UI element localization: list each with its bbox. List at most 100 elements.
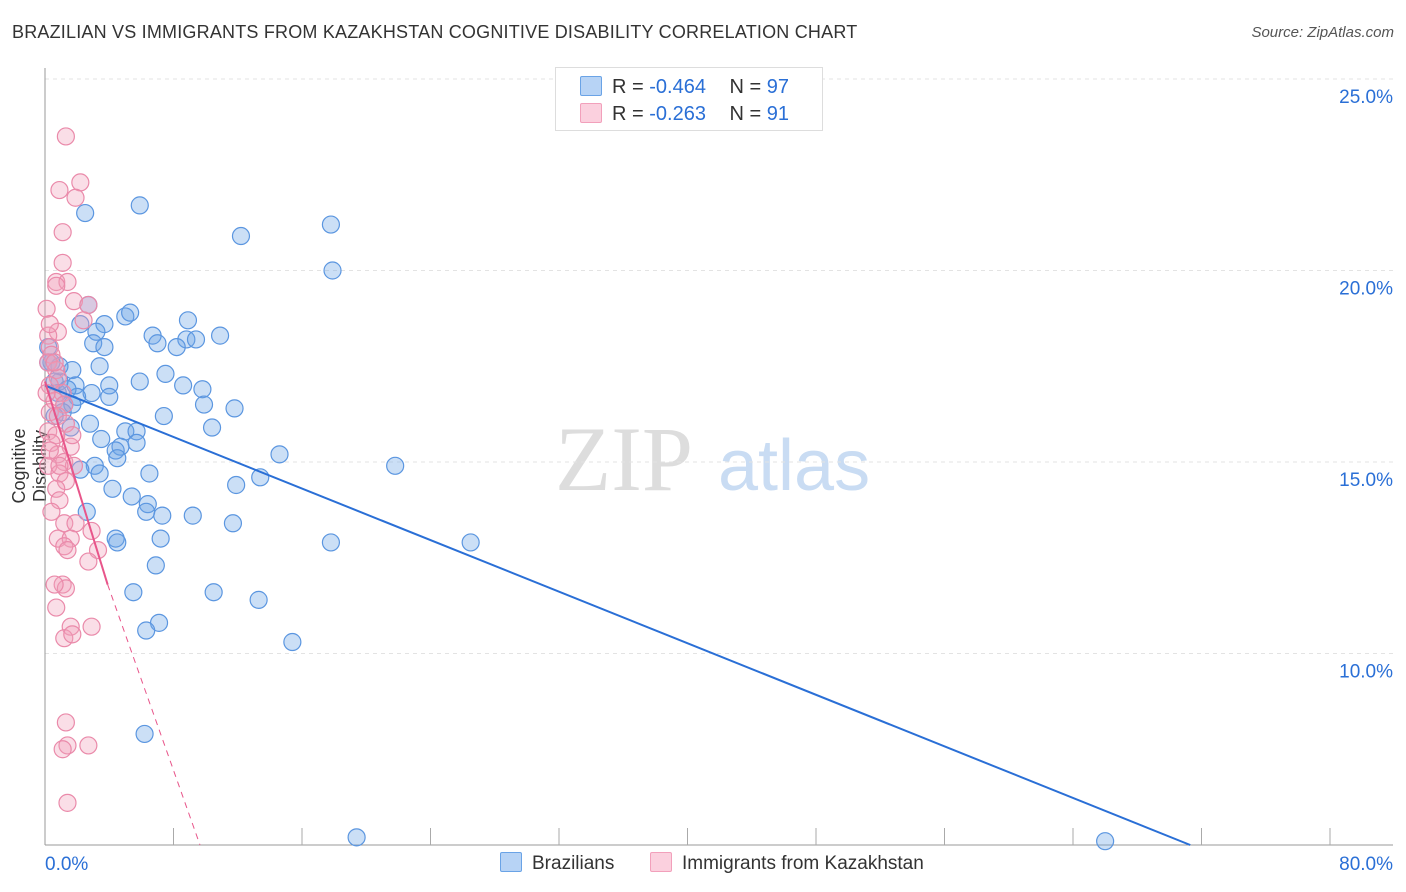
brazilian-point bbox=[108, 449, 127, 468]
brazilian-point bbox=[386, 456, 405, 475]
r-label: R = bbox=[612, 103, 650, 125]
brazilian-point bbox=[177, 330, 196, 349]
kazakhstan-point bbox=[66, 514, 85, 533]
brazilian-point bbox=[108, 533, 127, 552]
kazakhstan-point bbox=[56, 472, 75, 491]
kazakhstan-point bbox=[79, 552, 98, 571]
kazakhstan-point bbox=[45, 575, 64, 594]
x-tick-label: 0.0% bbox=[45, 854, 88, 875]
brazilian-point bbox=[95, 338, 114, 357]
brazilian-point bbox=[156, 364, 175, 384]
kazakhstan-point bbox=[58, 793, 77, 812]
brazilian-point bbox=[183, 506, 202, 525]
brazilian-point bbox=[124, 583, 143, 602]
kazakhstan-point bbox=[39, 326, 58, 345]
brazilian-point bbox=[130, 196, 149, 215]
brazilian-point bbox=[76, 203, 95, 223]
brazilian-point bbox=[122, 487, 141, 506]
kazakhstan-point bbox=[42, 433, 61, 452]
kazakhstan-point bbox=[37, 299, 56, 318]
kazakhstan-point bbox=[47, 479, 66, 498]
y-tick-label: 15.0% bbox=[1339, 470, 1393, 491]
brazilian-point bbox=[227, 475, 246, 495]
y-tick-label: 10.0% bbox=[1339, 662, 1393, 683]
brazilian-point bbox=[321, 215, 341, 234]
brazilian-point bbox=[193, 380, 212, 399]
brazilian-point bbox=[204, 583, 223, 602]
brazilian-point bbox=[138, 495, 157, 514]
brazilian-point bbox=[225, 399, 244, 418]
brazilian-point bbox=[146, 556, 165, 575]
brazilian-point bbox=[321, 533, 341, 552]
brazilian-point bbox=[84, 334, 103, 353]
brazilian-point bbox=[77, 502, 96, 521]
legend-label: Immigrants from Kazakhstan bbox=[682, 853, 924, 874]
kazakhstan-point bbox=[53, 253, 72, 272]
brazilian-point bbox=[103, 479, 122, 498]
brazilian-point bbox=[92, 429, 111, 449]
brazilian-point bbox=[210, 326, 230, 345]
legend-item-kazakhstan[interactable]: Immigrants from Kazakhstan bbox=[650, 852, 924, 875]
brazilian-point bbox=[82, 383, 101, 403]
legend-row-brazilians: R = -0.464 N = 97 bbox=[580, 76, 789, 99]
blue-swatch bbox=[580, 76, 602, 96]
kazakhstan-point bbox=[82, 617, 101, 636]
kazakhstan-point bbox=[50, 456, 69, 475]
n-label: N = bbox=[729, 103, 767, 125]
brazilian-point bbox=[90, 464, 109, 483]
kazakhstan-point bbox=[53, 740, 72, 759]
kazakhstan-point bbox=[63, 625, 82, 644]
kazakhstan-point bbox=[61, 617, 80, 636]
brazilian-point bbox=[194, 395, 214, 414]
brazilian-point bbox=[148, 334, 167, 353]
brazilian-point bbox=[127, 433, 146, 452]
kazakhstan-point bbox=[64, 292, 84, 311]
kazakhstan-point bbox=[40, 441, 59, 460]
brazilian-point bbox=[231, 226, 251, 246]
brazilian-point bbox=[106, 441, 125, 460]
kazakhstan-point bbox=[47, 598, 66, 617]
kazakhstan-point bbox=[58, 272, 77, 292]
brazilian-point bbox=[283, 632, 302, 652]
kazakhstan-point bbox=[79, 295, 98, 315]
brazilian-point bbox=[87, 322, 106, 341]
brazilian-point bbox=[249, 590, 268, 609]
kazakhstan-point bbox=[71, 173, 90, 192]
kazakhstan-point bbox=[63, 426, 82, 445]
kazakhstan-point bbox=[45, 353, 64, 372]
brazilian-point bbox=[1096, 832, 1115, 851]
brazilian-point bbox=[202, 418, 222, 437]
kazakhstan-point bbox=[47, 276, 66, 295]
kazakhstan-point bbox=[50, 180, 69, 200]
brazilian-point bbox=[100, 387, 119, 406]
brazilian-point bbox=[130, 372, 149, 391]
kazakhstan-point bbox=[40, 315, 59, 334]
kazakhstan-point bbox=[79, 736, 98, 755]
kazakhstan-trend-line bbox=[44, 381, 109, 585]
legend-item-brazilians[interactable]: Brazilians bbox=[500, 852, 614, 875]
brazilian-point bbox=[178, 311, 198, 330]
kazakhstan-point bbox=[53, 223, 72, 242]
y-tick-label: 25.0% bbox=[1339, 87, 1393, 108]
r-label: R = bbox=[612, 76, 650, 98]
kazakhstan-trend-extension bbox=[107, 584, 201, 846]
kazakhstan-point bbox=[66, 188, 85, 207]
brazilian-point bbox=[137, 621, 156, 640]
brazilian-point bbox=[461, 533, 480, 552]
brazilian-point bbox=[90, 357, 109, 376]
pink-swatch bbox=[650, 852, 672, 872]
brazilian-point bbox=[174, 376, 193, 395]
kazakhstan-point bbox=[56, 579, 75, 598]
kazakhstan-point bbox=[42, 502, 61, 521]
kazakhstan-point bbox=[74, 311, 93, 330]
kazakhstan-point bbox=[56, 127, 75, 146]
kazakhstan-point bbox=[58, 540, 77, 560]
r-value: -0.464 bbox=[649, 76, 706, 98]
brazilian-point bbox=[223, 514, 243, 533]
brazilian-point bbox=[167, 338, 186, 357]
stats-legend: R = -0.464 N = 97 R = -0.263 N = 91 bbox=[555, 67, 823, 131]
n-label: N = bbox=[729, 76, 767, 98]
source-label: Source: ZipAtlas.com bbox=[1251, 24, 1394, 41]
kazakhstan-point bbox=[55, 395, 74, 414]
